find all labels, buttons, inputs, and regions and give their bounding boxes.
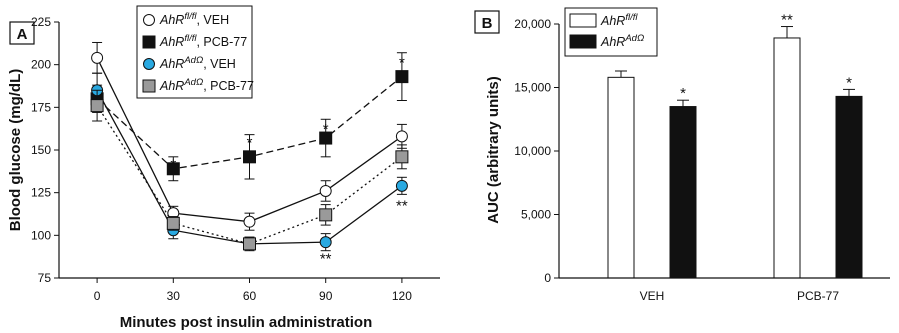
panel-b-bar [835, 95, 863, 279]
panel-a-data-point [243, 237, 256, 251]
panel-b-legend: AhRfl/fl AhRAdΩ [564, 7, 658, 57]
panel-a-x-tick-label: 90 [319, 289, 333, 303]
panel-b-bar [607, 76, 635, 279]
panel-a-y-tick-label: 100 [31, 228, 51, 242]
panel-b-category-label: VEH [640, 289, 665, 303]
panel-b-y-tick-label: 10,000 [514, 144, 551, 158]
panel-a-data-point [395, 150, 409, 164]
panel-a-y-tick-label: 150 [31, 143, 51, 157]
panel-a-data-point [319, 131, 333, 145]
panel-b-significance-mark: * [680, 85, 686, 102]
panel-b-label-box [474, 10, 500, 34]
panel-a-x-tick-label: 0 [94, 289, 101, 303]
panel-a-legend-label: AhRfl/fl, VEH [159, 11, 229, 27]
panel-a-label: A [17, 26, 28, 43]
panel-a-significance-mark: * [399, 54, 405, 71]
panel-a-label-box [9, 21, 35, 45]
panel-a-data-point [319, 236, 332, 249]
panel-b-y-tick-label: 15,000 [514, 81, 551, 95]
panel-a-legend-label: AhRAdΩ, PCB-77 [159, 77, 254, 93]
panel-a-significance-mark: ** [396, 198, 408, 215]
panel-a-legend-marker [142, 35, 156, 49]
panel-a-significance-mark: * [247, 134, 253, 151]
panel-a-x-axis-title: Minutes post insulin administration [120, 314, 373, 331]
panel-a-legend-marker [143, 58, 155, 70]
panel-a-significance-mark: ** [320, 251, 332, 268]
panel-a-x-tick-label: 30 [167, 289, 181, 303]
panel-a-data-point [166, 162, 180, 176]
panel-a-data-point [395, 130, 408, 143]
panel-a-y-axis-title: Blood glucose (mg/dL) [7, 69, 24, 232]
panel-a-y-tick-label: 75 [38, 271, 52, 285]
panel-a-significance-mark: * [170, 157, 176, 174]
panel-a-y-tick-label: 225 [31, 15, 51, 29]
panel-b-significance-mark: * [846, 74, 852, 91]
panel-a-series-0 [91, 41, 408, 231]
panel-a-data-point [395, 70, 409, 84]
panel-a-data-point [166, 216, 180, 230]
panel-a-x-tick-label: 60 [243, 289, 257, 303]
panel-a-legend-marker [143, 14, 155, 26]
panel-b-category-label: PCB-77 [797, 289, 839, 303]
panel-a-legend-box [136, 5, 253, 99]
panel-a-data-point [90, 99, 104, 113]
panel-a-data-point [395, 179, 408, 192]
panel-b-bar [773, 37, 801, 279]
panel-b-legend-label: AhRfl/fl [600, 12, 638, 28]
panel-a-data-point [319, 208, 333, 222]
panel-a-series-3 [90, 89, 409, 251]
panel-a-significance-mark: * [323, 121, 329, 138]
panel-a-legend: AhRfl/fl, VEH AhRfl/fl, PCB-77 AhRAdΩ, VEH… [136, 5, 254, 99]
panel-a-x-tick-label: 120 [392, 289, 412, 303]
panel-a-legend-label: AhRfl/fl, PCB-77 [159, 33, 247, 49]
panel-a-data-point [243, 215, 256, 228]
panel-b-y-tick-label: 20,000 [514, 17, 551, 31]
panel-a-y-tick-label: 200 [31, 58, 51, 72]
panel-b-legend-label: AhRAdΩ [600, 33, 644, 49]
panel-a-series-1 [90, 52, 409, 182]
panel-a-legend-marker [142, 79, 156, 93]
panel-a-data-point [243, 150, 256, 164]
panel-b-y-tick-label: 0 [544, 271, 551, 285]
panel-b-y-tick-label: 5,000 [521, 208, 551, 222]
panel-a-y-tick-label: 175 [31, 100, 51, 114]
panel-a-data-point [319, 184, 332, 197]
panel-a-y-tick-label: 125 [31, 186, 51, 200]
panel-b-label: B [482, 15, 493, 32]
panel-b-significance-mark: ** [781, 12, 793, 29]
panel-b-bar [669, 106, 697, 279]
panel-a-data-point [91, 51, 104, 64]
panel-b-legend-swatch [569, 34, 597, 49]
panel-b-legend-swatch [569, 13, 597, 28]
panel-b-y-axis-title: AUC (arbitrary units) [485, 76, 502, 224]
panel-a-legend-label: AhRAdΩ, VEH [159, 55, 236, 71]
